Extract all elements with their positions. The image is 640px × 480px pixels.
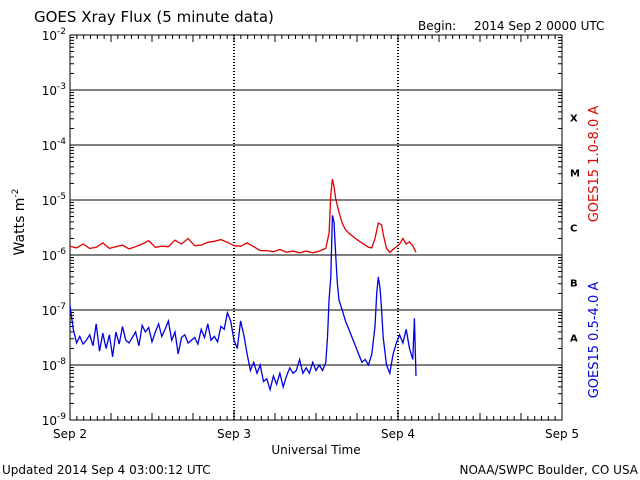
y-tick-label: 10-5: [42, 192, 66, 208]
y-tick-label: 10-7: [42, 302, 66, 318]
plot-frame: [69, 34, 563, 421]
y-tick-exponent: -8: [57, 357, 66, 367]
flare-class-label: M: [570, 169, 580, 180]
y-tick-base: 10: [42, 359, 57, 373]
y-tick-base: 10: [42, 29, 57, 43]
chart-title: GOES Xray Flux (5 minute data): [34, 8, 274, 26]
begin-value: 2014 Sep 2 0000 UTC: [474, 19, 604, 33]
y-tick-exponent: -7: [57, 302, 66, 312]
y-tick-base: 10: [42, 249, 57, 263]
y-tick-base: 10: [42, 84, 57, 98]
x-tick-label: Sep 2: [53, 427, 87, 441]
flare-class-label: A: [570, 334, 578, 345]
x-tick-label: Sep 3: [217, 427, 251, 441]
y-tick-base: 10: [42, 194, 57, 208]
y-tick-exponent: -6: [57, 247, 66, 257]
y-tick-label: 10-8: [42, 357, 67, 373]
y-tick-exponent: -4: [57, 137, 66, 147]
series-line-long: [69, 178, 417, 254]
ylabel-text: Watts m: [12, 198, 28, 256]
x-tick-label: Sep 5: [545, 427, 579, 441]
y-tick-label: 10-4: [42, 137, 67, 153]
y-tick-label: 10-2: [42, 27, 66, 43]
y-tick-base: 10: [42, 139, 57, 153]
flare-class-label: X: [570, 114, 578, 125]
footer-credit: NOAA/SWPC Boulder, CO USA: [460, 463, 639, 477]
flare-class-label: C: [570, 224, 577, 235]
y-tick-label: 10-3: [42, 82, 66, 98]
x-tick-label: Sep 4: [381, 427, 415, 441]
y-tick-base: 10: [42, 414, 57, 428]
ylabel-exponent: -2: [11, 189, 21, 198]
series-line-short: [69, 215, 417, 393]
ylabel: Watts m-2: [11, 189, 28, 256]
flare-class-label: B: [570, 279, 578, 290]
y-tick-exponent: -5: [57, 192, 66, 202]
begin-label: Begin:: [418, 19, 456, 33]
y-tick-exponent: -3: [57, 82, 66, 92]
y-tick-base: 10: [42, 304, 57, 318]
series-label-red: GOES15 1.0-8.0 A: [587, 106, 602, 223]
y-tick-exponent: -9: [57, 412, 66, 422]
y-tick-label: 10-9: [42, 412, 67, 428]
series-label-blue: GOES15 0.5-4.0 A: [587, 282, 602, 399]
y-tick-label: 10-6: [42, 247, 67, 263]
xlabel: Universal Time: [271, 443, 360, 457]
footer-updated: Updated 2014 Sep 4 03:00:12 UTC: [2, 463, 211, 477]
y-tick-exponent: -2: [57, 27, 66, 37]
